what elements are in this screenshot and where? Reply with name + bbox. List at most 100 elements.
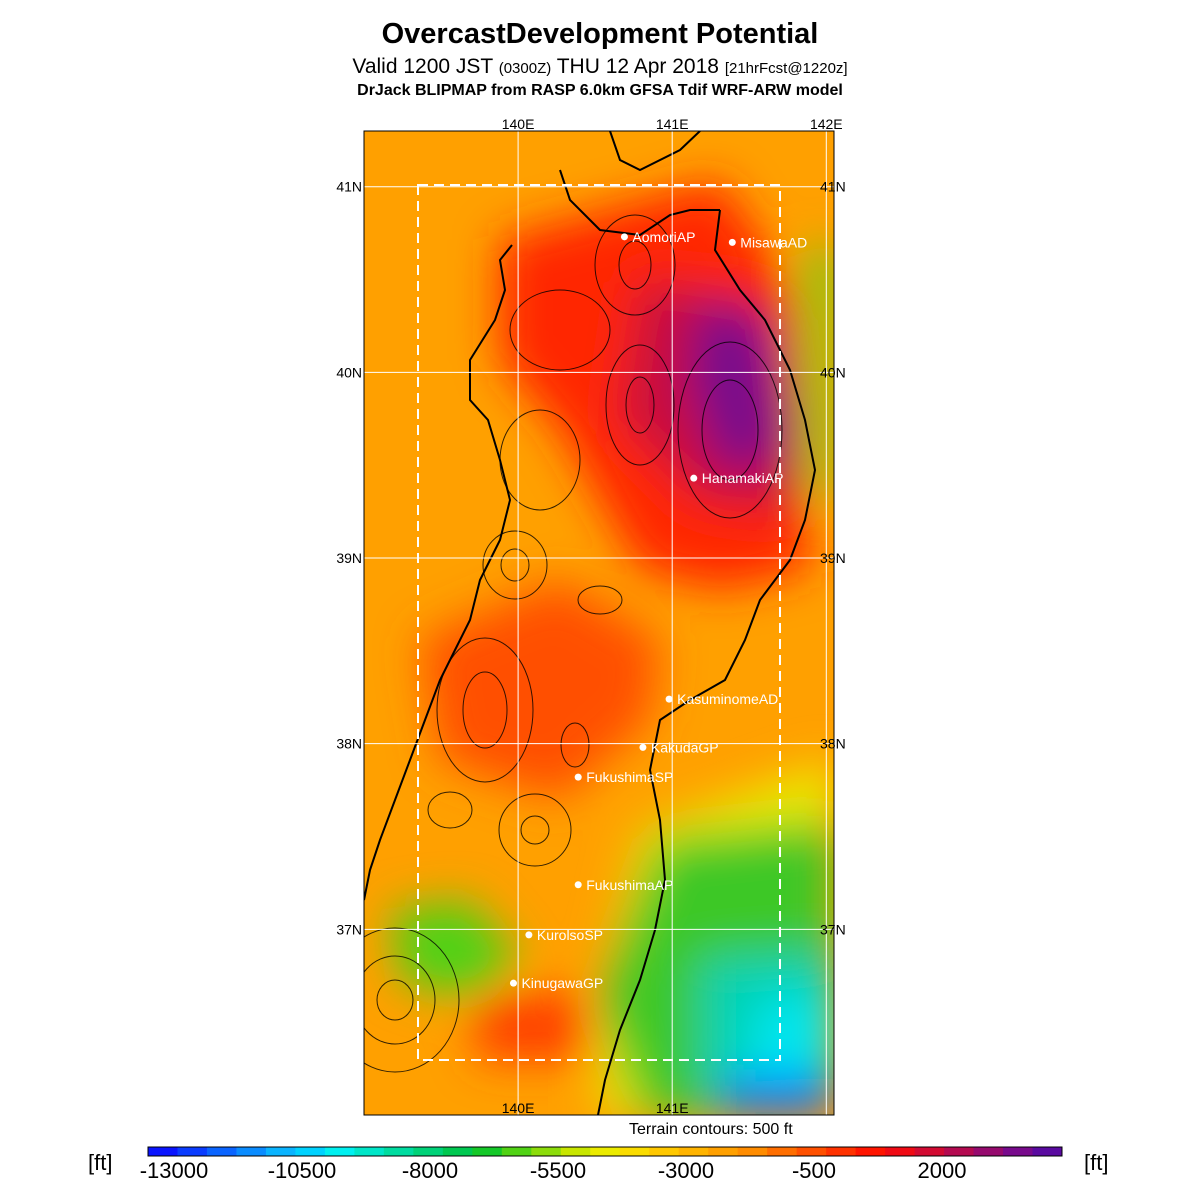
colorbar-labels: -13000 -10500 -8000 -5500 -3000 -500 2000 bbox=[140, 1158, 967, 1183]
colorbar-swatch bbox=[531, 1147, 562, 1156]
site-label: FukushimaAP bbox=[586, 877, 673, 893]
coastline-pacific bbox=[597, 209, 817, 1115]
terrain-contour bbox=[364, 955, 436, 1045]
field-cyan-coast bbox=[740, 990, 834, 1100]
terrain-contour bbox=[677, 341, 783, 519]
colorbar-swatch bbox=[826, 1147, 857, 1156]
site-label: MisawaAD bbox=[740, 234, 807, 250]
lon-label-top: 140E bbox=[502, 116, 535, 132]
colorbar-label: -5500 bbox=[530, 1158, 586, 1183]
map-frame bbox=[363, 130, 835, 1116]
colorbar-swatch bbox=[914, 1147, 945, 1156]
site-markers: AomoriAP MisawaAD HanamakiAP KasuminomeAD Ka… bbox=[509, 229, 807, 991]
chart-title: OvercastDevelopment Potential bbox=[381, 18, 819, 50]
colorbar-swatch bbox=[944, 1147, 975, 1156]
colorbar-swatch bbox=[678, 1147, 709, 1156]
site-marker bbox=[690, 474, 698, 482]
model-description: DrJack BLIPMAP from RASP 6.0km GFSA Tdif… bbox=[357, 82, 843, 99]
lat-label-left: 41N bbox=[336, 179, 362, 195]
terrain-contour bbox=[594, 214, 676, 316]
colorbar-swatch bbox=[413, 1147, 444, 1156]
site-label: KasuminomeAD bbox=[677, 691, 778, 707]
map-area: AomoriAP MisawaAD HanamakiAP KasuminomeAD Ka… bbox=[364, 131, 834, 1115]
colorbar-swatch bbox=[295, 1147, 326, 1156]
colorbar-swatch bbox=[442, 1147, 473, 1156]
lat-label-right: 37N bbox=[820, 921, 846, 937]
colorbar-swatch bbox=[206, 1147, 237, 1156]
terrain-contour bbox=[462, 671, 508, 749]
colorbar-swatch bbox=[737, 1147, 768, 1156]
site-marker bbox=[574, 881, 582, 889]
field-red-south bbox=[470, 990, 590, 1060]
lat-label-left: 38N bbox=[336, 736, 362, 752]
colorbar-swatch bbox=[619, 1147, 650, 1156]
colorbar-unit-right: [ft] bbox=[1084, 1150, 1109, 1175]
colorbar-swatch bbox=[148, 1147, 178, 1156]
field-green-sw bbox=[390, 900, 520, 1000]
colorbar-label: -8000 bbox=[402, 1158, 458, 1183]
colorbar-swatch bbox=[560, 1147, 591, 1156]
colorbar-swatch bbox=[354, 1147, 385, 1156]
colorbar-label: 2000 bbox=[918, 1158, 967, 1183]
terrain-contours bbox=[364, 214, 783, 1073]
lat-label-left: 40N bbox=[336, 364, 362, 380]
colorbar-unit-left: [ft] bbox=[88, 1150, 113, 1175]
site-marker bbox=[665, 695, 673, 703]
colorbar-swatch bbox=[973, 1147, 1004, 1156]
lat-label-right: 40N bbox=[820, 364, 846, 380]
colorbar-label: -13000 bbox=[140, 1158, 209, 1183]
colorbar-swatch bbox=[236, 1147, 267, 1156]
site-marker bbox=[509, 979, 517, 987]
lat-lon-grid bbox=[364, 131, 834, 1115]
terrain-contour bbox=[605, 344, 675, 466]
colorbar-swatch bbox=[885, 1147, 916, 1156]
colorbar-swatch bbox=[590, 1147, 621, 1156]
lon-label-bottom: 141E bbox=[656, 1100, 689, 1116]
colorbar-swatch bbox=[472, 1147, 503, 1156]
inner-domain-boundary bbox=[417, 184, 781, 1061]
lat-label-left: 39N bbox=[336, 550, 362, 566]
colorbar-swatch bbox=[1032, 1147, 1063, 1156]
colorbar-swatch bbox=[265, 1147, 296, 1156]
site-marker bbox=[639, 743, 647, 751]
colorbar-outline bbox=[147, 1146, 1063, 1157]
terrain-contour bbox=[560, 722, 590, 768]
terrain-contour bbox=[436, 637, 534, 783]
valid-prefix: Valid 1200 JST bbox=[352, 55, 493, 78]
lat-label-right: 39N bbox=[820, 550, 846, 566]
coastline-mutsu-bay bbox=[559, 131, 720, 237]
terrain-contour bbox=[500, 548, 530, 582]
lat-label-right: 38N bbox=[820, 736, 846, 752]
colorbar-swatch bbox=[177, 1147, 208, 1156]
colorbar-label: -3000 bbox=[658, 1158, 714, 1183]
lon-label-bottom: 140E bbox=[502, 1100, 535, 1116]
colorbar-swatch bbox=[796, 1147, 827, 1156]
colorbar-swatch bbox=[324, 1147, 355, 1156]
forecast-info: [21hrFcst@1220z] bbox=[724, 60, 848, 77]
site-marker bbox=[728, 238, 736, 246]
terrain-contour bbox=[509, 289, 611, 371]
site-label: KakudaGP bbox=[651, 739, 719, 755]
site-label: AomoriAP bbox=[632, 229, 695, 245]
lon-label-top: 141E bbox=[656, 116, 689, 132]
site-label: KurolsoSP bbox=[537, 927, 603, 943]
colorbar-swatches bbox=[147, 1146, 1063, 1157]
colorbar-swatch bbox=[855, 1147, 886, 1156]
site-label: HanamakiAP bbox=[702, 470, 784, 486]
terrain-contour bbox=[577, 585, 623, 615]
terrain-contour bbox=[520, 815, 550, 845]
site-label: KinugawaGP bbox=[521, 975, 603, 991]
valid-date: THU 12 Apr 2018 bbox=[556, 55, 719, 78]
colorbar-swatch bbox=[649, 1147, 680, 1156]
terrain-contour bbox=[482, 530, 548, 600]
site-marker bbox=[525, 931, 533, 939]
terrain-contour bbox=[618, 240, 652, 290]
colorbar-swatch bbox=[708, 1147, 739, 1156]
valid-time: Valid 1200 JST (0300Z) THU 12 Apr 2018 [… bbox=[0, 55, 1200, 79]
field-red-middle bbox=[420, 580, 660, 800]
lon-label-top: 142E bbox=[810, 116, 843, 132]
terrain-contour bbox=[427, 791, 473, 829]
site-label: FukushimaSP bbox=[586, 769, 673, 785]
site-marker bbox=[574, 773, 582, 781]
